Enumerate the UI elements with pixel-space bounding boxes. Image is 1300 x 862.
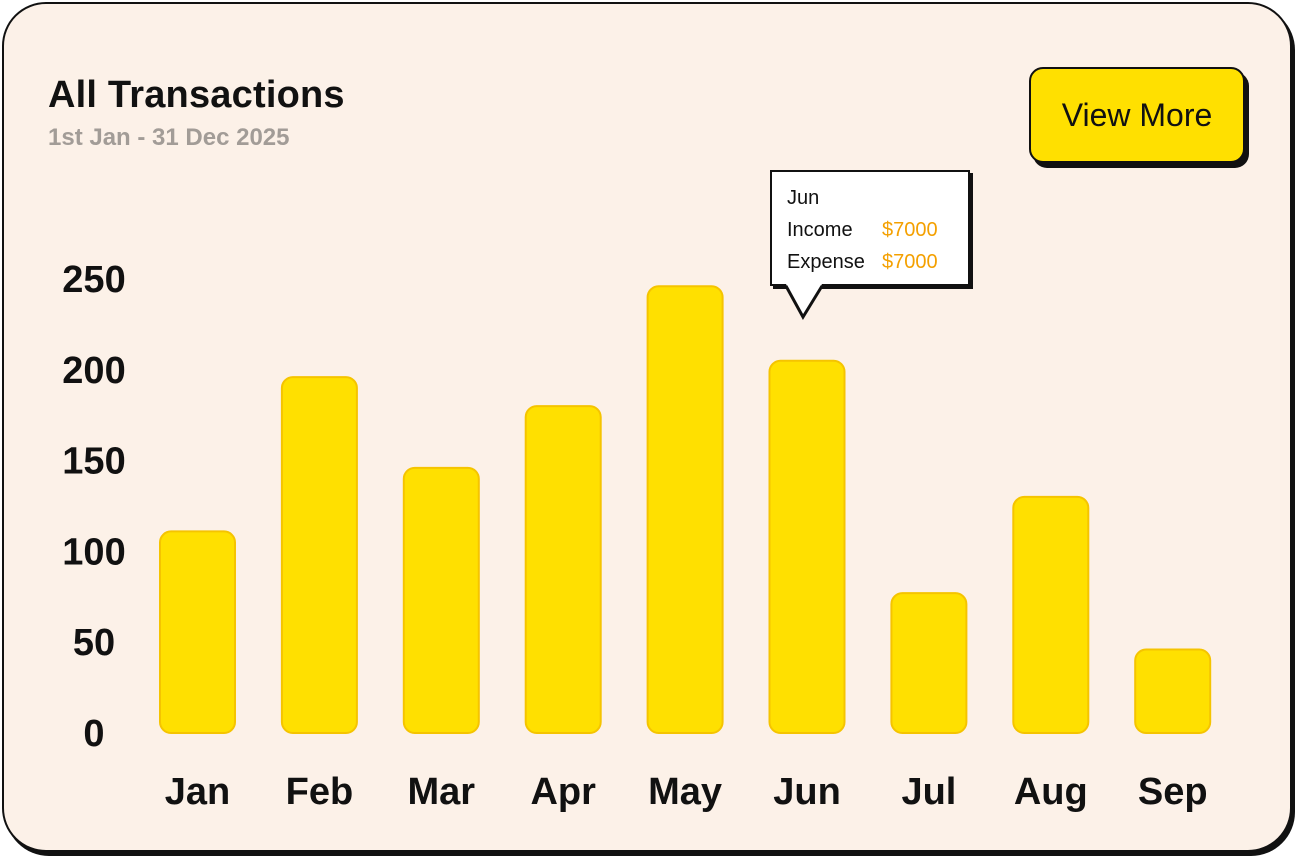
- tooltip-income-row: Income $7000: [787, 216, 968, 248]
- x-tick-label-jun: Jun: [773, 771, 841, 813]
- bar-sep[interactable]: [1134, 648, 1212, 734]
- x-tick-label-jan: Jan: [165, 771, 230, 813]
- x-tick-label-apr: Apr: [530, 771, 596, 813]
- tooltip-expense-row: Expense $7000: [787, 248, 968, 280]
- bar-jul[interactable]: [890, 592, 968, 735]
- y-tick-label: 150: [62, 441, 125, 483]
- tooltip-expense-label: Expense: [787, 251, 865, 273]
- tooltip-pointer: [784, 284, 824, 320]
- tooltip-expense-value: $7000: [882, 251, 938, 273]
- y-tick-label: 0: [83, 713, 104, 755]
- y-tick-label: 200: [62, 350, 125, 392]
- bar-jun[interactable]: [768, 359, 846, 734]
- x-tick-label-mar: Mar: [408, 771, 476, 813]
- x-tick-label-aug: Aug: [1014, 771, 1088, 813]
- y-tick-label: 250: [62, 259, 125, 301]
- bar-mar[interactable]: [402, 466, 480, 734]
- x-tick-label-jul: Jul: [901, 771, 956, 813]
- tooltip-income-value: $7000: [882, 219, 938, 241]
- bar-aug[interactable]: [1012, 495, 1090, 735]
- tooltip-income-label: Income: [787, 219, 853, 241]
- x-tick-label-feb: Feb: [286, 771, 354, 813]
- chart-tooltip: Jun Income $7000 Expense $7000: [770, 170, 970, 286]
- bar-feb[interactable]: [280, 376, 358, 734]
- tooltip-month: Jun: [787, 187, 820, 209]
- y-tick-label: 50: [73, 622, 115, 664]
- card-title: All Transactions: [48, 74, 345, 116]
- bar-may[interactable]: [646, 285, 724, 734]
- date-range-subtitle: 1st Jan - 31 Dec 2025: [48, 124, 290, 151]
- x-tick-label-sep: Sep: [1138, 771, 1208, 813]
- y-tick-label: 100: [62, 531, 125, 573]
- view-more-button[interactable]: View More: [1029, 67, 1245, 163]
- bar-apr[interactable]: [524, 405, 602, 734]
- x-tick-label-may: May: [648, 771, 722, 813]
- bar-jan[interactable]: [159, 530, 236, 735]
